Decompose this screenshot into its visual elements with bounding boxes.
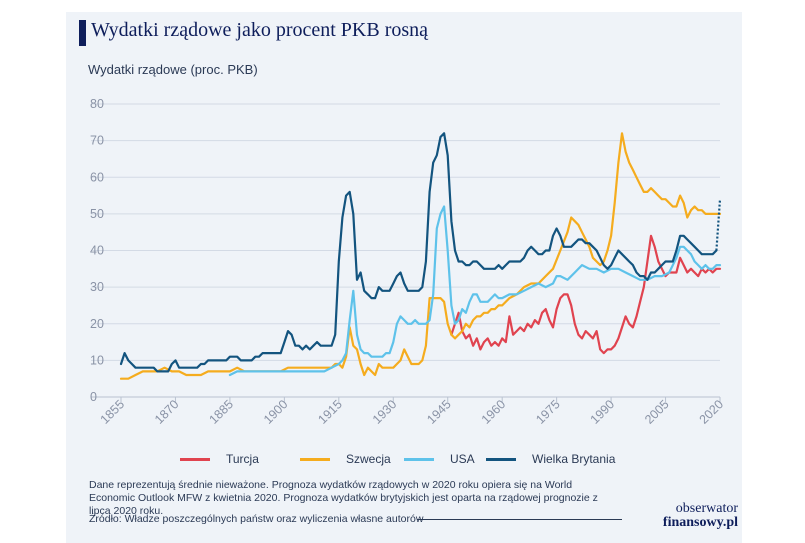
x-tick-label: 1975 [533, 397, 563, 427]
y-tick-label: 80 [90, 97, 104, 111]
footnote: Dane reprezentują średnie nieważone. Pro… [89, 479, 598, 517]
legend-item-turcja: Turcja [180, 452, 259, 466]
x-tick-label: 1990 [588, 397, 618, 427]
x-tick-label: 1870 [152, 397, 182, 427]
x-tick-label: 2005 [642, 397, 672, 427]
x-tick-label: 1960 [479, 397, 509, 427]
series-line-turcja [450, 234, 722, 355]
publisher-logo: obserwator finansowy.pl [638, 502, 738, 530]
legend-item-wielka-brytania: Wielka Brytania [486, 452, 615, 466]
series-line-szwecja [119, 132, 722, 380]
y-tick-label: 30 [90, 280, 104, 294]
legend-label: USA [450, 452, 475, 466]
logo-line-1: obserwator [675, 501, 738, 516]
x-tick-label: 1900 [261, 397, 291, 427]
x-tick-label: 1885 [206, 397, 236, 427]
legend-item-usa: USA [404, 452, 475, 466]
x-tick-label: 1915 [315, 397, 345, 427]
y-axis-label: Wydatki rządowe (proc. PKB) [88, 62, 258, 77]
title-accent-bar [79, 20, 86, 46]
source-note: Źródło: Władze poszczególnych państw ora… [89, 513, 424, 525]
legend-swatch [486, 457, 516, 461]
chart-title: Wydatki rządowe jako procent PKB rosną [91, 19, 429, 41]
y-tick-label: 50 [90, 207, 104, 221]
legend-swatch [180, 457, 210, 461]
x-tick-label: 1855 [98, 397, 128, 427]
legend-item-szwecja: Szwecja [300, 452, 391, 466]
y-tick-label: 70 [90, 134, 104, 148]
y-tick-label: 10 [90, 353, 104, 367]
logo-line-2: finansowy.pl [662, 515, 738, 530]
y-tick-label: 60 [90, 170, 104, 184]
source-divider [417, 519, 622, 520]
x-tick-label: 2020 [697, 397, 727, 427]
y-tick-label: 40 [90, 244, 104, 258]
series-line-wielka-brytania [119, 132, 718, 373]
legend-label: Szwecja [346, 452, 391, 466]
x-tick-label: 1930 [370, 397, 400, 427]
forecast-line [715, 199, 722, 251]
y-tick-label: 0 [90, 390, 97, 404]
legend-swatch [300, 457, 330, 461]
legend-label: Wielka Brytania [532, 452, 616, 466]
y-tick-label: 20 [90, 317, 104, 331]
legend-swatch [404, 457, 434, 461]
legend-label: Turcja [226, 452, 259, 466]
x-tick-label: 1945 [424, 397, 454, 427]
chart-panel [66, 12, 742, 543]
